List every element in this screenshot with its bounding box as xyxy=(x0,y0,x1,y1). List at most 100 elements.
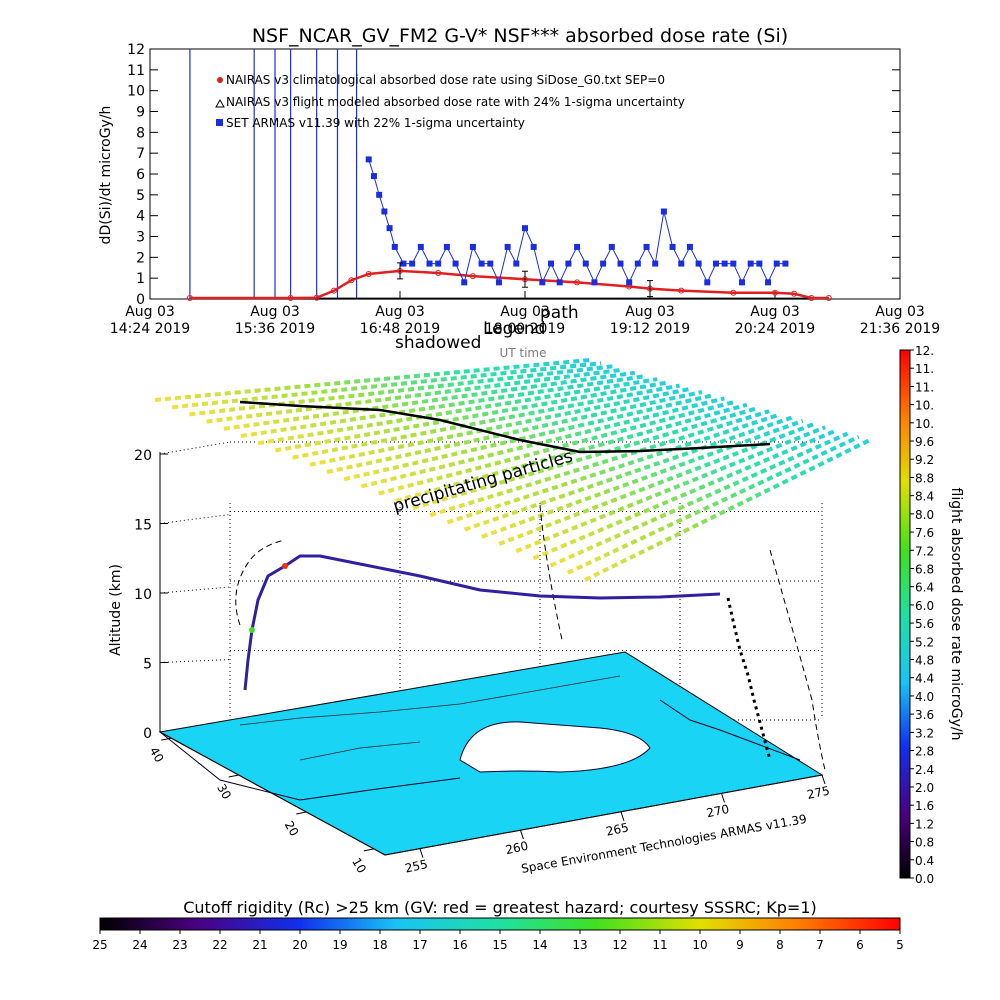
armas-point xyxy=(487,260,494,267)
armas-point xyxy=(504,243,511,250)
x-axis-label: UT time xyxy=(499,346,546,360)
colorbar-horizontal-tick-label: 9 xyxy=(736,938,744,952)
armas-point xyxy=(495,279,502,286)
colorbar-vertical-tick-label: 6.0 xyxy=(915,599,934,613)
armas-point xyxy=(678,260,685,267)
armas-point xyxy=(376,191,383,198)
armas-point xyxy=(669,243,676,250)
climatological-point xyxy=(313,294,320,301)
colorbar-horizontal-tick-label: 22 xyxy=(212,938,227,952)
x-tick-time: 21:36 2019 xyxy=(860,321,940,337)
flight-profile xyxy=(243,554,721,691)
armas-point xyxy=(643,243,650,250)
latitude-axis: 40 30 20 10 xyxy=(147,737,374,876)
chart-title: NSF_NCAR_GV_FM2 G-V* NSF*** absorbed dos… xyxy=(252,25,788,47)
colorbar-horizontal-label: Cutoff rigidity (Rc) >25 km (GV: red = g… xyxy=(183,898,817,917)
lat-tick-mark xyxy=(228,774,239,778)
surface-row xyxy=(292,383,680,460)
armas-point xyxy=(686,243,693,250)
x-tick-date: Aug 03 xyxy=(500,304,550,320)
longitude-axis: 255 260 265 270 275 xyxy=(404,774,831,876)
colorbar-horizontal-tick-label: 17 xyxy=(412,938,427,952)
y-tick-label: 10 xyxy=(127,84,145,100)
y-tick-label: 0 xyxy=(136,292,145,308)
armas-point xyxy=(626,279,633,286)
surface-row xyxy=(171,361,602,410)
y-tick-label: 11 xyxy=(127,63,145,79)
y-tick-label: 8 xyxy=(136,125,145,141)
colorbar-vertical-tick-label: 4.8 xyxy=(915,654,934,668)
climatological-point xyxy=(825,294,832,301)
climatological-point xyxy=(348,277,355,284)
y-tick-label: 2 xyxy=(136,250,145,266)
armas-point xyxy=(443,243,450,250)
armas-point xyxy=(409,260,416,267)
colorbar-vertical-tick-label: 2.8 xyxy=(915,745,934,759)
overlay-label-shadowed: shadowed xyxy=(395,333,481,353)
overlay-label-path: path xyxy=(540,303,579,323)
armas-point xyxy=(452,260,459,267)
profile-dashed-east xyxy=(769,549,826,771)
lat-tick-label: 10 xyxy=(349,855,369,875)
armas-point xyxy=(600,260,607,267)
profile-hazard-point xyxy=(282,563,288,569)
y-tick-label: 4 xyxy=(136,209,145,225)
lon-tick-mark xyxy=(419,848,424,858)
lon-tick-mark xyxy=(821,774,826,785)
lon-tick-mark xyxy=(721,793,725,803)
colorbar-horizontal-tick-label: 25 xyxy=(92,938,107,952)
surface-row xyxy=(446,412,782,525)
surface-row xyxy=(566,434,860,575)
surface-row xyxy=(395,402,748,503)
coastline-west xyxy=(159,731,461,801)
x-tick-time: 18:00 2019 xyxy=(485,321,565,337)
colorbar-horizontal-tick-label: 20 xyxy=(292,938,307,952)
armas-point xyxy=(660,208,667,215)
legend: NAIRAS v3 climatological absorbed dose r… xyxy=(215,73,685,130)
y-axis-label: dD(Si)/dt microGy/h xyxy=(98,106,114,245)
legend-entry-climatological: NAIRAS v3 climatological absorbed dose r… xyxy=(226,73,665,87)
armas-point xyxy=(704,279,711,286)
colorbar-vertical-tick-label: 7.2 xyxy=(915,544,934,558)
colorbar-horizontal-tick-label: 12 xyxy=(612,938,627,952)
lat-tick-mark xyxy=(363,848,374,852)
colorbar-horizontal-tick-label: 6 xyxy=(856,938,864,952)
overlay-label-legend: Legend xyxy=(483,319,545,339)
armas-point xyxy=(721,260,728,267)
y-tick-label: 9 xyxy=(136,105,145,121)
armas-point xyxy=(370,173,377,180)
colorbar-vertical-label: flight absorbed dose rate microGy/h xyxy=(948,488,964,741)
lon-tick-label: 260 xyxy=(504,839,529,857)
surface-row xyxy=(549,431,849,568)
armas-point xyxy=(386,225,393,232)
grid-line xyxy=(159,586,231,594)
colorbar-vertical-ticks: 0.0 0.4 0.8 1.2 1.6 2.0 2.4 2.8 3.2 3.6 4.0 4.4 4.8 5… xyxy=(910,344,934,886)
climatological-point xyxy=(678,287,685,294)
surface-row xyxy=(326,390,703,474)
armas-point xyxy=(574,243,581,250)
x-tick-time: 20:24 2019 xyxy=(735,321,815,337)
colorbar-vertical-tick-label: 12. xyxy=(915,344,934,358)
surface-row xyxy=(429,409,770,518)
profile-point xyxy=(249,627,255,633)
cutoff-rigidity-colorbar: Cutoff rigidity (Rc) >25 km (GV: red = g… xyxy=(92,898,903,952)
armas-point xyxy=(747,260,754,267)
lon-tick-mark xyxy=(519,830,524,840)
data-gap-lines xyxy=(189,49,358,299)
armas-point xyxy=(400,260,407,267)
surface-row xyxy=(463,415,793,532)
colorbar-vertical-tick-label: 6.8 xyxy=(915,562,934,576)
colorbar-vertical-tick-label: 8.4 xyxy=(915,490,934,504)
lon-tick-label: 265 xyxy=(605,820,630,838)
colorbar-vertical-tick-label: 11. xyxy=(915,380,934,394)
colorbar-vertical-tick-label: 4.0 xyxy=(915,690,934,704)
x-tick-date: Aug 03 xyxy=(875,304,925,320)
colorbar-horizontal xyxy=(99,917,901,931)
surface-row xyxy=(343,393,714,482)
climatological-point xyxy=(287,294,294,301)
flight-track-projection xyxy=(239,400,771,454)
colorbar-vertical-tick-label: 5.6 xyxy=(915,617,934,631)
grid-line xyxy=(159,659,231,663)
